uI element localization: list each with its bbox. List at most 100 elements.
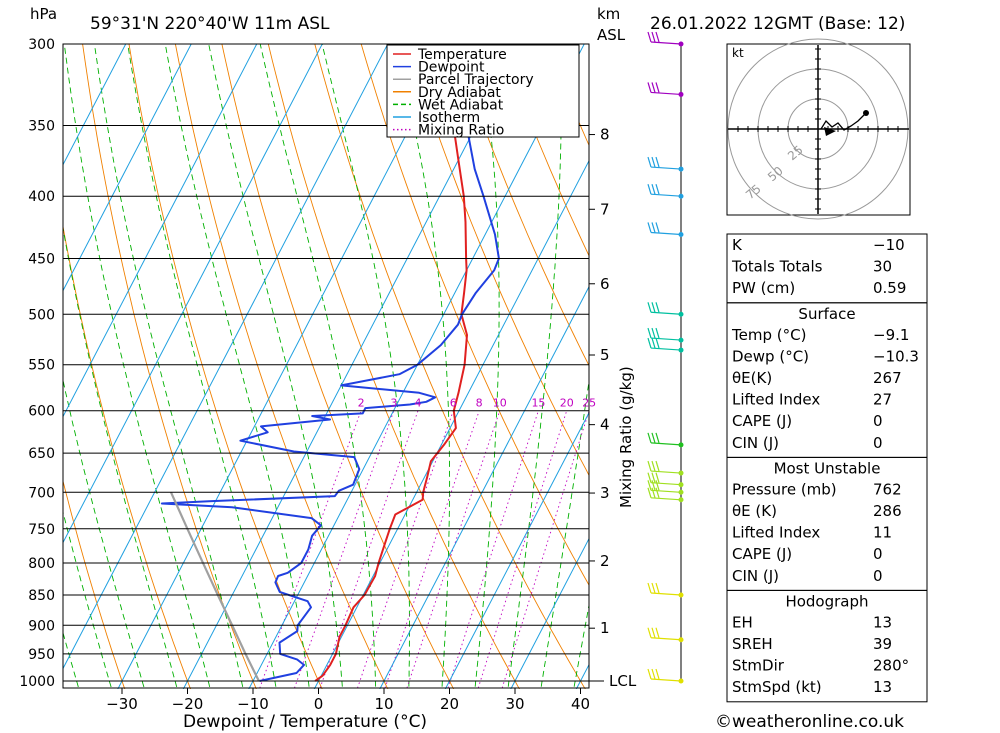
- hodograph-unit: kt: [732, 46, 744, 60]
- wind-barb-flag: [651, 432, 656, 444]
- wind-barb-flag: [647, 627, 652, 638]
- pressure-tick-label: 950: [28, 647, 55, 663]
- wind-barb-shaft: [650, 311, 682, 315]
- dry-adiabat-line: [63, 223, 192, 689]
- wind-barb-flag: [651, 82, 656, 93]
- wind-barb-flag: [651, 222, 656, 233]
- wind-barb: [647, 327, 682, 341]
- wind-barb: [647, 432, 682, 446]
- wet-adiabat-line: [321, 44, 410, 689]
- surface-row-label: Dewp (°C): [732, 347, 809, 365]
- dewpoint-profile-line: [160, 44, 500, 682]
- dry-adiabat-line: [314, 44, 586, 689]
- isotherm-line: [444, 411, 589, 689]
- wind-barb-flag: [651, 156, 656, 168]
- legend-label: Wet Adiabat: [418, 97, 504, 113]
- wind-barb-shaft: [650, 91, 682, 96]
- most-unstable-row-value: 286: [873, 502, 902, 520]
- wind-barb-flag: [647, 668, 652, 680]
- hodograph-row-label: StmDir: [732, 657, 785, 675]
- km-tick-label: 8: [600, 126, 610, 144]
- pressure-tick-label: 400: [28, 189, 55, 205]
- isotherm-line: [63, 44, 258, 418]
- dry-adiabat-line: [453, 44, 589, 367]
- wind-barb-shaft: [650, 489, 682, 493]
- wind-barb-flag: [647, 184, 652, 195]
- most-unstable-row-value: 762: [873, 480, 902, 498]
- isotherm-line: [182, 44, 520, 689]
- wind-barb-flag: [647, 302, 652, 313]
- wind-barb: [647, 480, 682, 493]
- mixing-ratio-label: 10: [493, 397, 507, 410]
- plot-frame: [62, 43, 590, 689]
- wind-barb-flag: [655, 337, 660, 349]
- km-tick-label: 5: [600, 346, 610, 364]
- hodograph-row-value: 280°: [873, 657, 909, 675]
- isotherm-line: [379, 285, 589, 689]
- mixing-ratio-label: 3: [390, 397, 397, 410]
- wind-barb-shaft: [650, 231, 682, 236]
- wind-barb: [647, 302, 682, 315]
- mixing-ratio-label: 6: [450, 397, 457, 410]
- surface-row-label: Lifted Index: [732, 391, 820, 409]
- isotherm-line: [0, 26, 4, 697]
- most-unstable-row-label: Pressure (mb): [732, 480, 837, 498]
- dry-adiabat-line: [82, 44, 257, 689]
- wind-barb-flag: [655, 327, 660, 339]
- pressure-tick-label: 500: [28, 307, 55, 323]
- most-unstable-row-value: 0: [873, 545, 883, 563]
- pressure-tick-label: 350: [28, 119, 55, 135]
- mixing-ratio-line: [356, 410, 454, 689]
- wet-adiabat-line: [63, 378, 145, 689]
- surface-row-value: 0: [873, 434, 883, 452]
- wind-barb-flag: [647, 487, 652, 498]
- x-tick-label: −10: [237, 695, 269, 713]
- stats-tables: K −10 Totals Totals 30 PW (cm) 0.59 Surface Tem…: [726, 233, 928, 703]
- surface-title: Surface: [798, 305, 855, 323]
- mixing-ratio-line: [384, 410, 480, 689]
- wind-barb-flag: [655, 487, 660, 498]
- wind-barb-flag: [651, 472, 656, 483]
- wind-barb-flag: [655, 156, 660, 168]
- pressure-tick-label: 700: [28, 485, 55, 501]
- location-label: 59°31'N 220°40'W 11m ASL: [90, 14, 330, 34]
- pressure-tick-label: 800: [28, 556, 55, 572]
- isotherm-line: [63, 44, 323, 544]
- wind-barb: [647, 82, 682, 96]
- wind-barb-shaft: [650, 497, 682, 501]
- wind-barb-flag: [647, 82, 652, 93]
- surface-row-value: −10.3: [873, 347, 919, 365]
- legend-label: Mixing Ratio: [418, 123, 504, 139]
- table-section-box: [726, 589, 928, 703]
- legend-label: Parcel Trajectory: [418, 72, 534, 88]
- hodograph-row-value: 13: [873, 678, 892, 696]
- indices-row-label: Totals Totals: [731, 258, 823, 276]
- hodograph-ring-label: 25: [785, 143, 806, 164]
- pressure-tick-label: 450: [28, 252, 55, 268]
- wind-barb-flag: [651, 337, 656, 349]
- wind-barb-flag: [651, 582, 656, 594]
- dry-adiabat-line: [174, 44, 389, 689]
- wind-barb: [647, 337, 682, 351]
- wind-barb-flag: [651, 327, 656, 339]
- wind-barb-shaft: [650, 166, 682, 170]
- wet-adiabat-line: [63, 225, 178, 689]
- mixing-ratio-line: [293, 410, 395, 689]
- pressure-tick-label: 650: [28, 446, 55, 462]
- wind-barb-flag: [655, 82, 660, 93]
- wind-barb-flag: [655, 184, 660, 195]
- temperature-profile-line: [314, 44, 468, 682]
- hodograph-end-dot: [863, 110, 869, 116]
- wind-barb-flag: [647, 327, 652, 339]
- pressure-tick-label: 850: [28, 588, 55, 604]
- indices-row-value: −10: [873, 236, 905, 254]
- km-tick-label: 7: [600, 200, 610, 218]
- most-unstable-row-label: CAPE (J): [732, 545, 792, 563]
- wind-barb-shaft: [650, 470, 682, 474]
- wind-barb-shaft: [650, 637, 682, 641]
- dry-adiabat-line: [63, 479, 126, 689]
- most-unstable-title: Most Unstable: [774, 459, 881, 477]
- pressure-tick-label: 750: [28, 522, 55, 538]
- legend-label: Isotherm: [418, 110, 480, 126]
